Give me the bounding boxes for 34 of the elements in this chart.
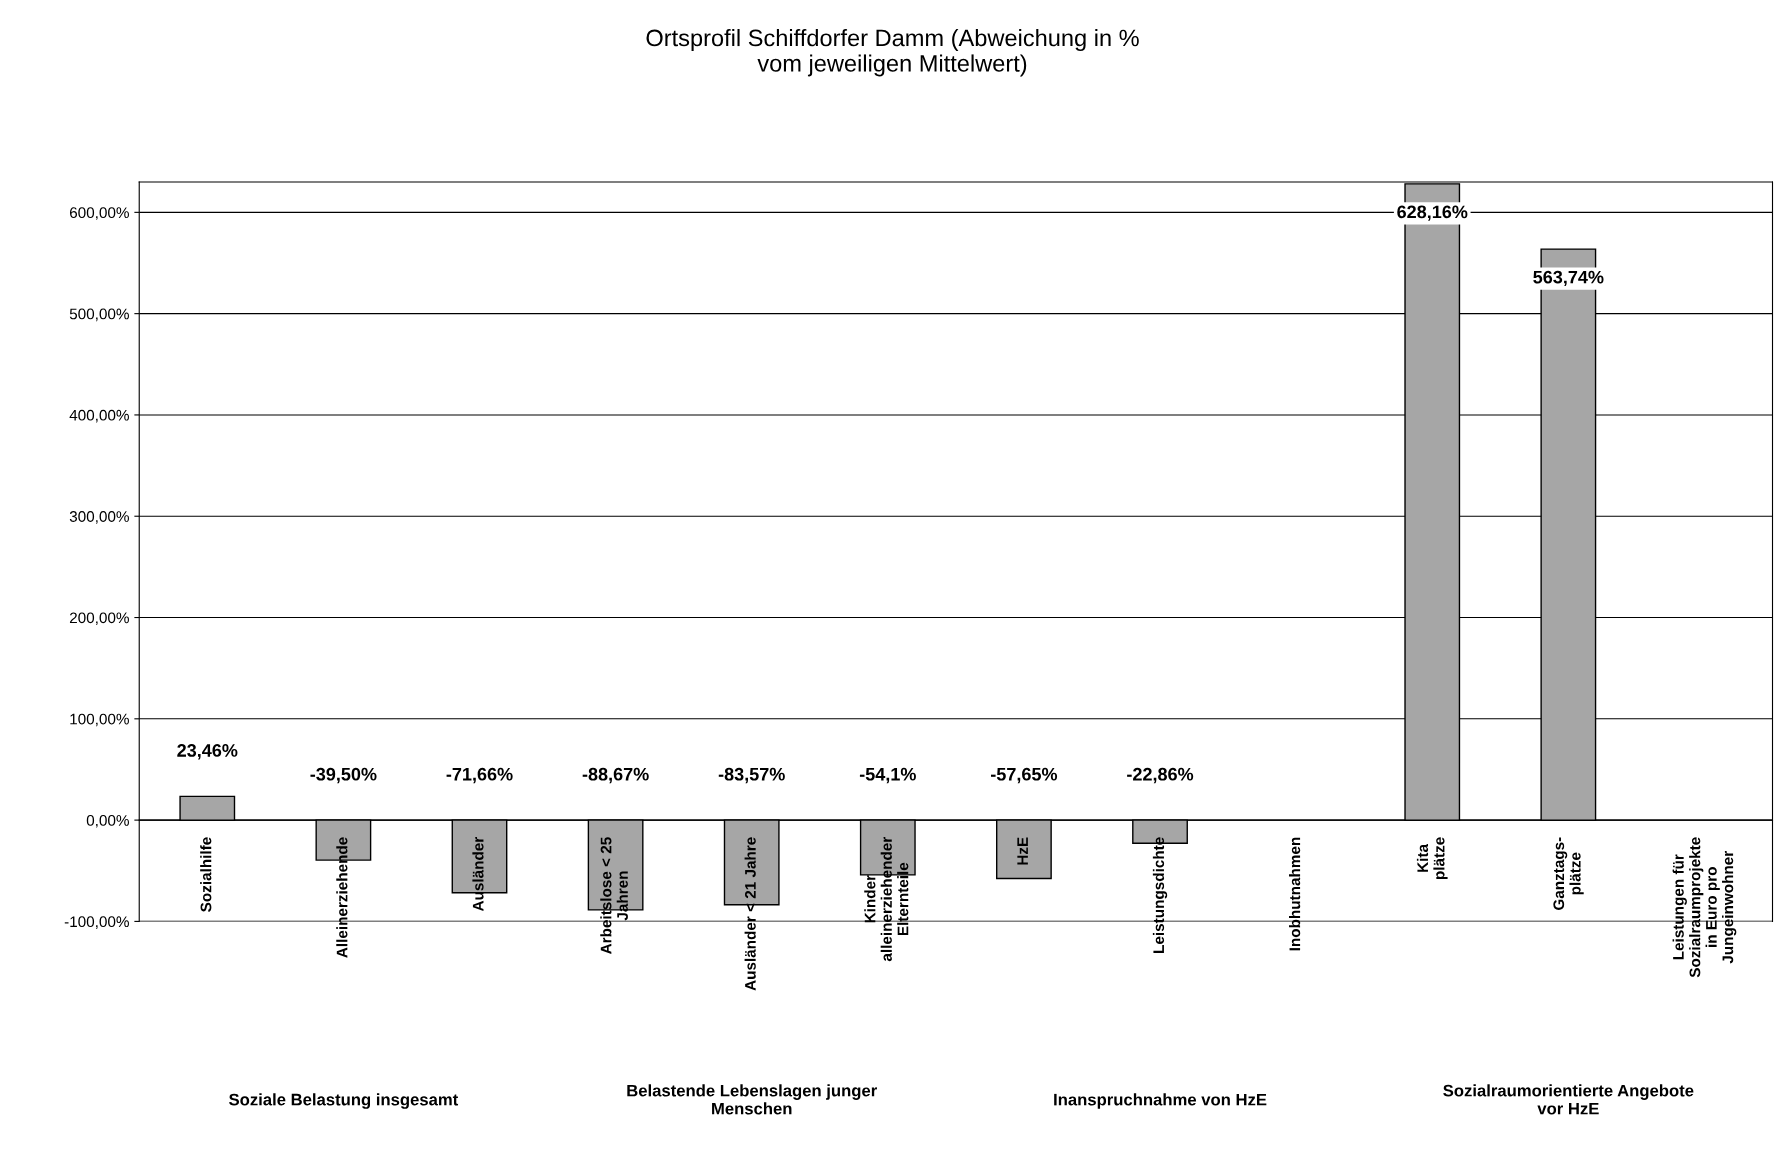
- x-tick-label: Leistungsdichte: [1152, 837, 1168, 953]
- data-label: 628,16%: [1397, 205, 1468, 221]
- text: Belastende Lebenslagen junger Menschen: [627, 1084, 877, 1115]
- text: Soziale Belastung insgesamt: [229, 1093, 459, 1109]
- x-tick-label: Kita plätze: [1416, 837, 1448, 880]
- data-label: -22,86%: [1127, 767, 1194, 784]
- x-tick-label: Arbeitslose < 25 Jahren: [600, 837, 628, 954]
- data-label: 563,74%: [1533, 270, 1604, 287]
- y-tick-label: 400,00%: [69, 409, 129, 423]
- y-tick-label: -100,00%: [64, 916, 129, 929]
- text: Inanspruchnahme von HzE: [1054, 1093, 1267, 1109]
- data-label: -71,66%: [446, 767, 513, 784]
- y-tick-label: 500,00%: [69, 308, 129, 322]
- data-label: -83,57%: [718, 767, 785, 784]
- y-tick-label: 0,00%: [86, 814, 129, 828]
- x-tick-label: HzE: [1017, 837, 1028, 865]
- x-tick-label: Inobhutnahmen: [1289, 837, 1301, 951]
- y-tick-label: 200,00%: [69, 612, 129, 626]
- y-tick-label: 100,00%: [70, 713, 129, 727]
- data-label: -54,1%: [859, 767, 916, 784]
- x-tick-label: Leistungen für Sozialraumprojekte in Euro pro Jungeinwohner: [1672, 837, 1737, 978]
- x-tick-label: Alleinerziehende: [336, 837, 348, 958]
- x-tick-label: Ausländer: [472, 837, 484, 912]
- data-label: 23,46%: [177, 744, 238, 760]
- y-tick-label: 600,00%: [69, 207, 129, 220]
- x-tick-label: Sozialhilfe: [200, 837, 212, 912]
- chart-title: Ortsprofil Schiffdorfer Damm (Abweichung in % vom jeweiligen Mittelwert): [646, 28, 1139, 77]
- y-tick-label: 300,00%: [69, 511, 129, 524]
- text: Sozialraumorientierte Angebote vor HzE: [1443, 1084, 1694, 1115]
- x-tick-label: Kinder alleinerziehender Elternteile: [864, 837, 909, 962]
- data-label: -88,67%: [582, 767, 649, 784]
- x-tick-label: Ganztags- plätze: [1553, 837, 1584, 910]
- data-label: -57,65%: [991, 767, 1058, 784]
- data-label: -39,50%: [310, 767, 377, 784]
